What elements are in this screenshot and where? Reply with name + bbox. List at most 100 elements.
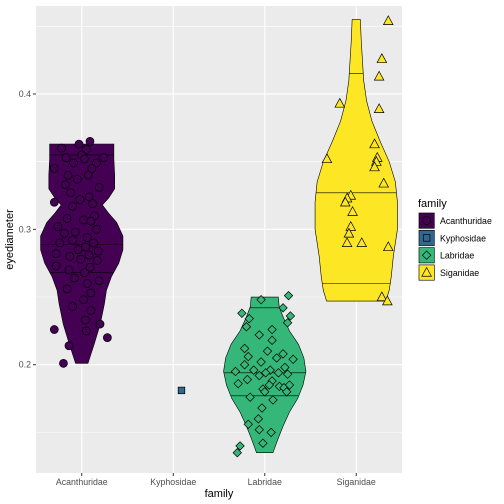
point-labridae (233, 378, 243, 389)
legend-label: Labridae (440, 251, 474, 261)
point-acanthuridae (95, 319, 105, 329)
point-kyphosidae (177, 386, 186, 395)
x-tick-label: Acanthuridae (56, 477, 108, 487)
point-siganidae (341, 237, 353, 247)
point-acanthuridae (70, 227, 80, 237)
violin-siganidae (314, 19, 398, 302)
point-acanthuridae (60, 180, 70, 190)
point-acanthuridae (63, 170, 73, 180)
data-points (49, 15, 394, 458)
point-acanthuridae (49, 197, 59, 207)
legend-label: Kyphosidae (440, 233, 486, 243)
point-acanthuridae (68, 201, 77, 211)
point-labridae (273, 368, 284, 378)
point-labridae (235, 441, 245, 451)
point-labridae (260, 387, 270, 397)
point-acanthuridae (49, 325, 59, 334)
point-labridae (256, 295, 266, 305)
point-acanthuridae (92, 224, 101, 234)
point-labridae (254, 424, 264, 435)
point-acanthuridae (81, 242, 90, 252)
point-siganidae (382, 241, 394, 252)
point-labridae (283, 290, 294, 301)
point-siganidae (369, 161, 380, 172)
x-axis: Acanthuridae Kyphosidae Labridae Siganidae (56, 473, 376, 487)
point-labridae (278, 303, 288, 313)
point-labridae (258, 438, 268, 448)
point-acanthuridae (84, 250, 94, 260)
point-labridae (254, 370, 264, 381)
point-acanthuridae (79, 215, 88, 225)
point-acanthuridae (59, 359, 68, 368)
point-labridae (239, 360, 250, 370)
legend-entry-kyphosidae: Kyphosidae (418, 229, 486, 247)
point-labridae (288, 354, 298, 364)
point-labridae (230, 366, 241, 377)
point-acanthuridae (68, 302, 77, 311)
legend: family Acanthuridae Kyphosidae Labridae Sig… (418, 198, 492, 282)
point-acanthuridae (64, 265, 74, 275)
point-labridae (260, 368, 271, 378)
x-tick-label: Labridae (248, 477, 282, 487)
point-labridae (256, 357, 266, 367)
point-labridae (242, 374, 253, 385)
point-acanthuridae (74, 139, 84, 149)
point-labridae (237, 308, 247, 318)
legend-label: Siganidae (440, 268, 479, 278)
point-acanthuridae (94, 276, 104, 286)
point-acanthuridae (72, 174, 82, 184)
legend-key-symbol (422, 216, 431, 225)
point-acanthuridae (55, 238, 65, 248)
point-acanthuridae (51, 249, 61, 259)
legend-entry-labridae: Labridae (418, 246, 474, 264)
point-acanthuridae (81, 315, 90, 325)
legend-title: family (418, 198, 447, 210)
point-siganidae (334, 97, 346, 108)
point-labridae (267, 324, 277, 335)
point-labridae (282, 318, 293, 328)
point-siganidae (347, 206, 358, 216)
point-siganidae (343, 227, 355, 238)
point-labridae (243, 351, 253, 362)
point-acanthuridae (60, 229, 69, 238)
point-acanthuridae (94, 183, 104, 192)
point-siganidae (339, 196, 351, 207)
point-acanthuridae (86, 216, 96, 226)
point-siganidae (345, 220, 357, 231)
point-acanthuridae (69, 158, 78, 168)
y-axis: 0.2 0.3 0.4 (19, 89, 36, 370)
point-acanthuridae (86, 306, 96, 315)
y-tick-label: 0.4 (19, 89, 31, 99)
x-tick-label: Siganidae (337, 477, 376, 487)
violin-acanthuridae (40, 143, 124, 364)
point-labridae (282, 387, 292, 397)
point-acanthuridae (88, 199, 98, 208)
point-acanthuridae (87, 164, 97, 173)
point-acanthuridae (85, 262, 95, 272)
point-acanthuridae (80, 268, 89, 278)
point-acanthuridae (92, 256, 102, 265)
point-siganidae (321, 153, 333, 164)
point-labridae (253, 414, 264, 424)
point-acanthuridae (82, 279, 92, 288)
point-labridae (244, 313, 254, 324)
y-tick-label: 0.2 (19, 360, 31, 370)
point-acanthuridae (66, 188, 76, 198)
point-acanthuridae (83, 170, 93, 180)
y-axis-title: eyediameter (4, 209, 16, 270)
point-acanthuridae (61, 153, 71, 162)
point-acanthuridae (103, 333, 112, 342)
legend-label: Acanthuridae (440, 216, 492, 226)
point-acanthuridae (75, 195, 85, 204)
point-labridae (282, 369, 293, 379)
point-labridae (249, 365, 259, 375)
point-siganidae (373, 103, 385, 113)
point-labridae (280, 362, 290, 373)
point-labridae (232, 448, 242, 458)
point-acanthuridae (99, 153, 109, 162)
point-siganidae (376, 53, 388, 63)
legend-key-symbol (422, 234, 431, 242)
point-labridae (285, 311, 296, 321)
point-labridae (271, 353, 282, 363)
